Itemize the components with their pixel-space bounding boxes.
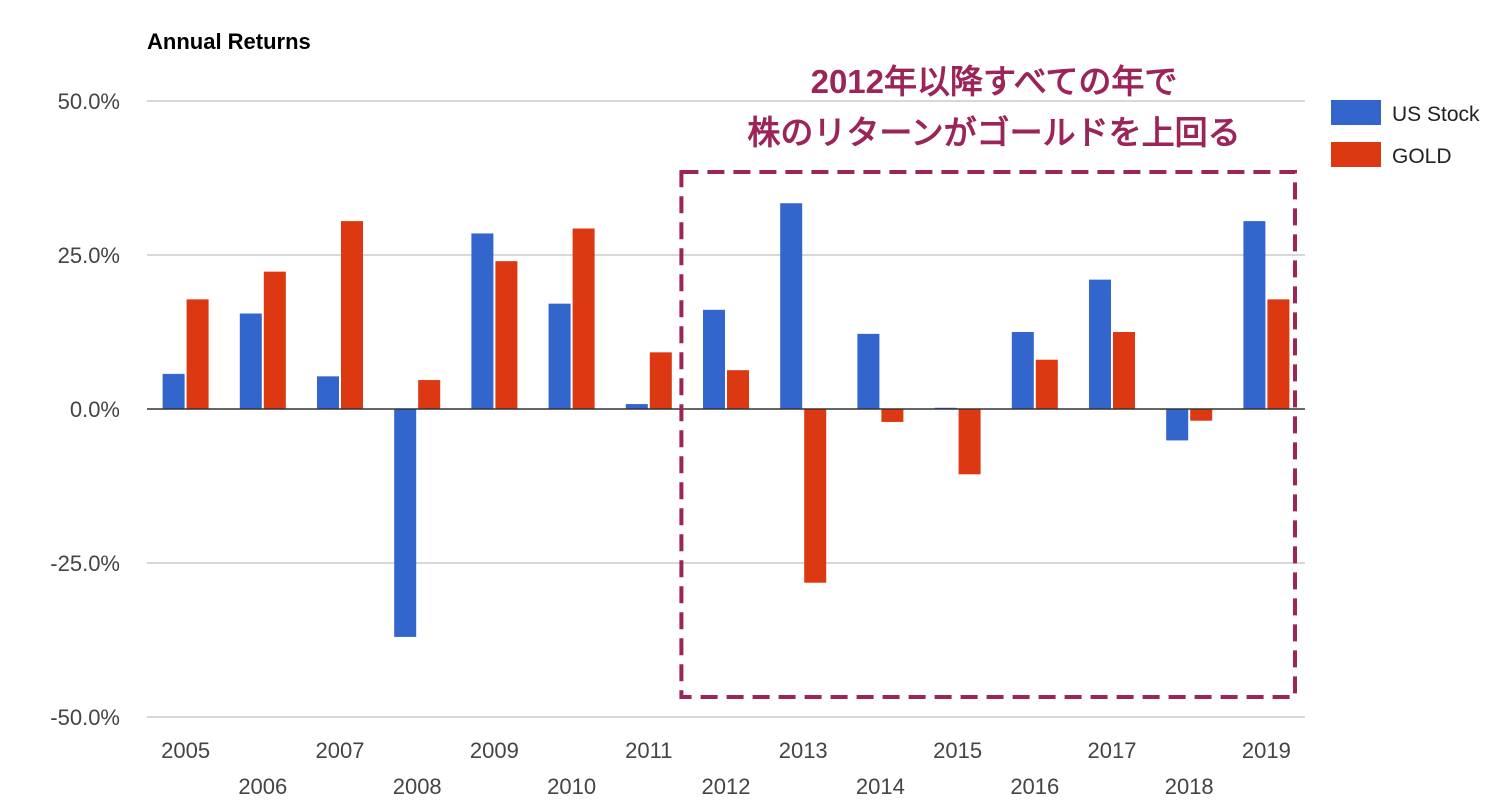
bar-gold-2014 xyxy=(881,409,904,422)
bar-us-stock-2009 xyxy=(471,233,494,409)
bar-gold-2010 xyxy=(572,228,595,409)
bar-gold-2011 xyxy=(649,352,672,409)
legend-swatch xyxy=(1331,142,1381,167)
bars xyxy=(162,203,1290,637)
y-tick-label: -50.0% xyxy=(50,705,120,730)
bar-gold-2013 xyxy=(804,409,827,583)
x-tick-label: 2014 xyxy=(856,774,905,799)
x-tick-label: 2009 xyxy=(470,738,519,763)
x-axis-ticks: 2005 2006 2007 2008 2009 2010 2011 2012 2013 2014… xyxy=(161,738,1291,799)
x-tick-label: 2013 xyxy=(779,738,828,763)
bar-us-stock-2014 xyxy=(857,333,880,409)
bar-gold-2012 xyxy=(727,370,749,409)
x-tick-label: 2018 xyxy=(1165,774,1214,799)
bar-gold-2007 xyxy=(341,221,363,409)
bar-gold-2009 xyxy=(495,261,518,409)
bar-us-stock-2007 xyxy=(317,376,339,409)
grid-lines xyxy=(147,100,1305,718)
bar-gold-2018 xyxy=(1190,409,1213,421)
annotation-line-2: 株のリターンがゴールドを上回る xyxy=(747,114,1240,151)
bar-gold-2005 xyxy=(186,299,209,409)
bar-us-stock-2005 xyxy=(162,373,185,409)
x-tick-label: 2015 xyxy=(933,738,982,763)
y-tick-label: 25.0% xyxy=(58,243,120,268)
bar-us-stock-2010 xyxy=(548,303,571,409)
y-axis-ticks: 50.0% 25.0% 0.0% -25.0% -50.0% xyxy=(50,89,120,730)
x-tick-label: 2012 xyxy=(702,774,751,799)
chart-title: Annual Returns xyxy=(147,29,311,54)
bar-us-stock-2019 xyxy=(1243,221,1266,409)
x-tick-label: 2008 xyxy=(393,774,442,799)
bar-us-stock-2008 xyxy=(394,409,417,637)
legend-label: US Stock xyxy=(1392,103,1480,126)
bar-us-stock-2011 xyxy=(625,404,648,409)
annotation-line-1: 2012年以降すべての年で xyxy=(811,63,1178,100)
legend-swatch xyxy=(1331,100,1381,125)
bar-gold-2015 xyxy=(958,409,981,475)
bar-us-stock-2016 xyxy=(1011,332,1034,409)
bar-us-stock-2012 xyxy=(703,309,725,409)
bar-us-stock-2013 xyxy=(780,203,803,409)
bar-gold-2006 xyxy=(263,271,286,409)
bar-gold-2008 xyxy=(418,380,441,409)
x-tick-label: 2017 xyxy=(1088,738,1137,763)
y-tick-label: 0.0% xyxy=(70,397,120,422)
x-tick-label: 2005 xyxy=(161,738,210,763)
legend-label: GOLD xyxy=(1392,145,1452,168)
bar-us-stock-2017 xyxy=(1089,279,1111,409)
bar-gold-2017 xyxy=(1113,332,1135,409)
legend: US Stock GOLD xyxy=(1331,100,1480,168)
bar-us-stock-2006 xyxy=(239,313,262,409)
highlight-box xyxy=(679,170,1297,699)
bar-us-stock-2018 xyxy=(1166,409,1189,441)
x-tick-label: 2010 xyxy=(547,774,596,799)
x-tick-label: 2006 xyxy=(238,774,287,799)
bar-gold-2019 xyxy=(1267,299,1290,409)
y-tick-label: 50.0% xyxy=(58,89,120,114)
x-tick-label: 2011 xyxy=(625,738,672,763)
bar-gold-2016 xyxy=(1035,359,1058,409)
x-tick-label: 2007 xyxy=(316,738,365,763)
x-tick-label: 2016 xyxy=(1010,774,1059,799)
x-tick-label: 2019 xyxy=(1242,738,1291,763)
y-tick-label: -25.0% xyxy=(50,551,120,576)
